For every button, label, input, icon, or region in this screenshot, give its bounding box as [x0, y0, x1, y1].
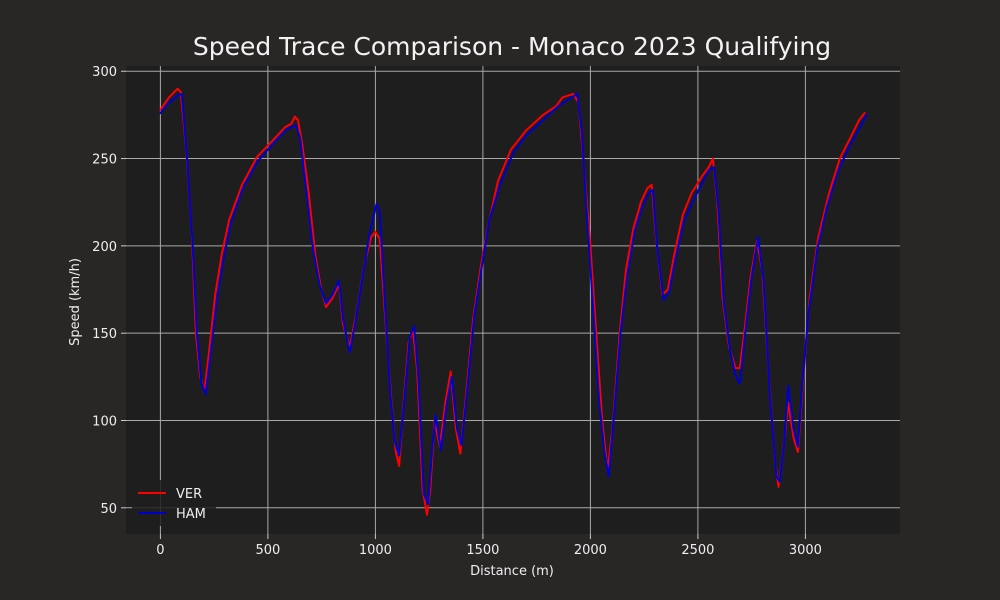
- legend-label-ver: VER: [176, 487, 202, 502]
- series-line-ham: [159, 92, 868, 506]
- chart-title: Speed Trace Comparison - Monaco 2023 Qua…: [193, 32, 831, 61]
- y-axis-label: Speed (km/h): [68, 258, 83, 346]
- y-tick-label: 50: [100, 502, 117, 517]
- x-tick-label: 1000: [359, 543, 392, 558]
- grid-lines: [126, 66, 900, 534]
- series-layer: [159, 87, 868, 516]
- legend-label-ham: HAM: [176, 507, 206, 522]
- x-tick-label: 2000: [574, 543, 607, 558]
- x-tick-label: 3000: [789, 543, 822, 558]
- y-tick-label: 300: [92, 65, 117, 80]
- x-tick-label: 500: [255, 543, 280, 558]
- y-tick-label: 250: [92, 153, 117, 168]
- x-tick-label: 0: [156, 543, 164, 558]
- x-axis-label: Distance (m): [470, 564, 554, 579]
- x-axis-ticks: 0 500 1000 1500 2000 2500 3000: [156, 534, 822, 558]
- x-tick-label: 2500: [681, 543, 714, 558]
- y-tick-label: 200: [92, 240, 117, 255]
- y-tick-label: 100: [92, 414, 117, 429]
- x-tick-label: 1500: [466, 543, 499, 558]
- legend-box: [132, 480, 216, 526]
- y-axis-ticks: 50 100 150 200 250 300: [92, 65, 126, 517]
- y-tick-label: 150: [92, 327, 117, 342]
- plot-area: [126, 66, 900, 534]
- legend: VER HAM: [132, 480, 216, 526]
